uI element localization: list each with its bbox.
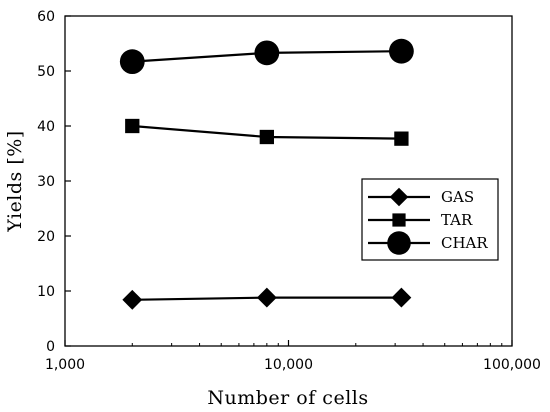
legend-item-gas: GAS (368, 187, 474, 207)
series-char (119, 38, 414, 75)
y-tick-label: 10 (37, 284, 55, 300)
y-tick-label: 20 (37, 229, 55, 245)
x-tick-label: 1,000 (45, 357, 85, 373)
y-tick-label: 50 (37, 64, 55, 80)
x-tick-label: 10,000 (264, 357, 313, 373)
series-gas (122, 287, 412, 310)
data-point-gas (122, 289, 143, 310)
y-tick-label: 40 (37, 119, 55, 135)
y-tick-label: 30 (37, 174, 55, 190)
data-point-char (119, 49, 145, 75)
y-tick-label: 60 (37, 9, 55, 25)
legend: GAS TAR CHAR (361, 178, 499, 261)
legend-label: CHAR (441, 234, 488, 252)
legend-label: GAS (441, 188, 474, 206)
data-point-char (389, 38, 414, 64)
data-point-gas (256, 287, 277, 308)
legend-marker-char (387, 231, 411, 255)
data-point-char (254, 40, 280, 66)
data-point-tar (394, 131, 409, 146)
legend-label: TAR (441, 211, 473, 229)
legend-item-tar: TAR (368, 211, 473, 229)
x-tick-label: 100,000 (483, 357, 541, 373)
x-axis-title: Number of cells (207, 387, 368, 409)
series-tar (125, 118, 409, 146)
y-axis-title: Yields [%] (4, 130, 26, 232)
legend-marker-tar (392, 213, 406, 227)
legend-marker-gas (389, 187, 409, 207)
data-point-gas (391, 287, 412, 308)
legend-item-char: CHAR (368, 231, 488, 255)
data-point-tar (125, 118, 140, 134)
y-tick-label: 0 (46, 339, 55, 355)
data-point-tar (259, 129, 274, 145)
